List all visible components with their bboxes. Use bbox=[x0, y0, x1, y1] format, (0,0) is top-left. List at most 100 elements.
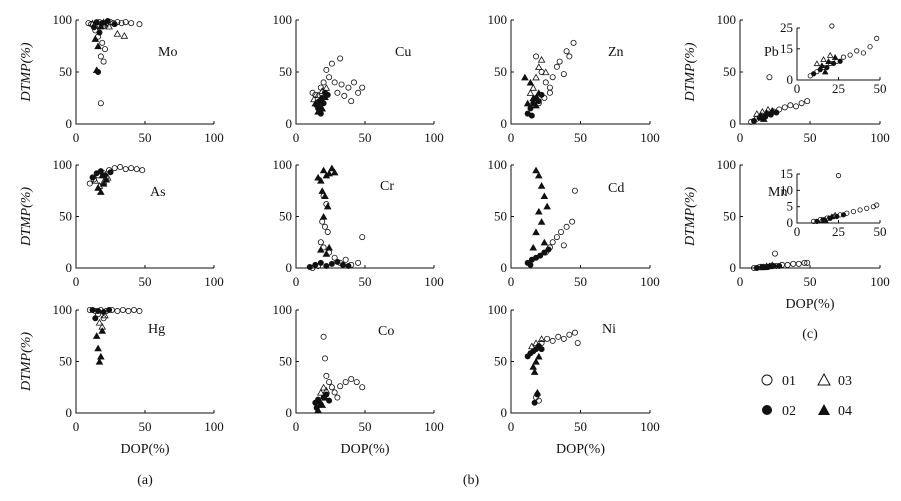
pb-inset-y-tick-label: 15 bbox=[780, 41, 793, 56]
cr-data-point bbox=[323, 202, 332, 210]
pb-inset-data-point bbox=[829, 23, 835, 29]
cd-data-point bbox=[553, 234, 560, 241]
zn-data-point bbox=[549, 74, 556, 81]
ni-x-tick-label: 0 bbox=[508, 419, 515, 434]
mn-x-tick-label: 0 bbox=[737, 274, 744, 289]
zn-data-point bbox=[534, 63, 543, 70]
mo-data-point bbox=[94, 42, 102, 50]
as-data-point bbox=[98, 171, 107, 179]
cu-data-point bbox=[337, 55, 344, 62]
cu-data-point bbox=[314, 107, 322, 115]
co-data-point bbox=[353, 379, 360, 386]
hg-data-point bbox=[92, 315, 99, 322]
pb-y-tick-label: 0 bbox=[730, 116, 737, 131]
cd-x-tick-label: 50 bbox=[574, 274, 587, 289]
mo-data-point bbox=[105, 22, 113, 30]
pb-data-point bbox=[768, 106, 777, 114]
pb-x-tick-label: 50 bbox=[804, 130, 817, 145]
pb-data-point bbox=[758, 107, 767, 115]
panel-label-c: (c) bbox=[802, 327, 818, 342]
as-data-point bbox=[91, 176, 100, 184]
zn-data-point bbox=[537, 55, 546, 63]
pb-data-point bbox=[766, 74, 773, 81]
zn-data-point bbox=[521, 73, 529, 81]
ni-y-tick-label: 0 bbox=[501, 405, 508, 420]
as-data-point bbox=[139, 167, 146, 174]
cu-data-point bbox=[355, 89, 362, 96]
hg-data-point bbox=[114, 308, 121, 315]
legend-label-03: 03 bbox=[838, 374, 852, 389]
ni-data-point bbox=[538, 346, 545, 353]
panel-co: 0 50 100 0 50 100 DOP(%) Co bbox=[273, 302, 444, 457]
mo-data-point bbox=[100, 58, 107, 65]
cu-data-point bbox=[320, 79, 327, 86]
pb-y-tick-label: 100 bbox=[717, 12, 737, 27]
cd-data-point bbox=[534, 171, 543, 179]
ni-data-point bbox=[549, 337, 556, 344]
pb-inset-data-point bbox=[840, 54, 847, 60]
ni-data-point bbox=[574, 339, 581, 346]
cu-data-point bbox=[310, 95, 318, 103]
cd-data-point bbox=[537, 252, 544, 259]
panel-cr: 0 50 100 0 50 100 Cr bbox=[273, 157, 444, 289]
cu-data-point bbox=[338, 81, 345, 88]
co-data-point bbox=[319, 383, 328, 391]
zn-data-point bbox=[526, 78, 535, 86]
pb-inset-x-tick-label: 25 bbox=[832, 81, 845, 96]
mo-data-point bbox=[97, 100, 104, 107]
pb-inset-data-point bbox=[860, 50, 867, 56]
hg-y-tick-label: 0 bbox=[66, 405, 73, 420]
mo-y-tick-label: 100 bbox=[53, 12, 73, 27]
pb-inset-data-point bbox=[825, 58, 832, 64]
panel-zn: 0 50 100 0 50 100 Zn bbox=[488, 12, 660, 145]
cu-data-point bbox=[350, 79, 357, 86]
zn-y-tick-label: 50 bbox=[494, 64, 507, 79]
co-data-point bbox=[328, 384, 335, 391]
mn-x-tick-label: 50 bbox=[804, 274, 817, 289]
mn-inset-data-point bbox=[835, 173, 842, 179]
zn-data-point bbox=[541, 68, 550, 76]
cr-x-tick-label: 100 bbox=[424, 274, 444, 289]
ni-data-point bbox=[530, 368, 539, 375]
pb-inset: 0 25 50 0 15 25 bbox=[780, 20, 887, 96]
cr-y-tick-label: 50 bbox=[279, 209, 292, 224]
cd-data-point bbox=[563, 223, 570, 230]
legend-filled-circle-marker bbox=[762, 405, 772, 415]
zn-data-point bbox=[529, 84, 538, 91]
hg-data-point bbox=[101, 311, 109, 319]
hg-data-point bbox=[119, 306, 126, 313]
pb-inset-data-point bbox=[831, 54, 839, 60]
zn-data-point bbox=[529, 94, 538, 102]
as-data-point bbox=[102, 175, 111, 183]
hg-x-axis-label: DOP(%) bbox=[121, 442, 170, 457]
as-element-label: As bbox=[150, 185, 166, 200]
ni-x-tick-label: 50 bbox=[574, 419, 587, 434]
co-data-point bbox=[337, 383, 344, 390]
mn-axes bbox=[739, 165, 880, 269]
legend-label-04: 04 bbox=[838, 404, 852, 419]
ni-data-point bbox=[566, 331, 573, 338]
cr-y-tick-label: 0 bbox=[286, 260, 293, 275]
mn-inset-data-point bbox=[831, 211, 839, 218]
cd-y-tick-label: 100 bbox=[488, 157, 508, 172]
zn-data-point bbox=[560, 71, 567, 78]
pb-inset-data-point bbox=[837, 58, 843, 64]
mn-inset-x-tick-label: 25 bbox=[832, 224, 845, 239]
cu-y-tick-label: 50 bbox=[279, 64, 292, 79]
pb-data-point bbox=[787, 102, 794, 109]
mn-inset-data-point bbox=[874, 202, 880, 208]
pb-inset-data-point bbox=[820, 56, 827, 62]
mn-y-tick-label: 0 bbox=[730, 260, 737, 275]
mn-data-point bbox=[784, 261, 791, 268]
ni-x-tick-label: 100 bbox=[640, 419, 660, 434]
zn-element-label: Zn bbox=[608, 45, 624, 60]
cr-x-tick-label: 50 bbox=[359, 274, 372, 289]
cu-data-point bbox=[334, 89, 341, 96]
zn-data-point bbox=[523, 99, 532, 107]
hg-x-tick-label: 100 bbox=[204, 419, 224, 434]
cu-data-point bbox=[320, 100, 327, 107]
mo-data-point bbox=[136, 21, 143, 28]
mn-inset-x-tick-label: 0 bbox=[794, 224, 801, 239]
as-data-point bbox=[122, 166, 129, 173]
